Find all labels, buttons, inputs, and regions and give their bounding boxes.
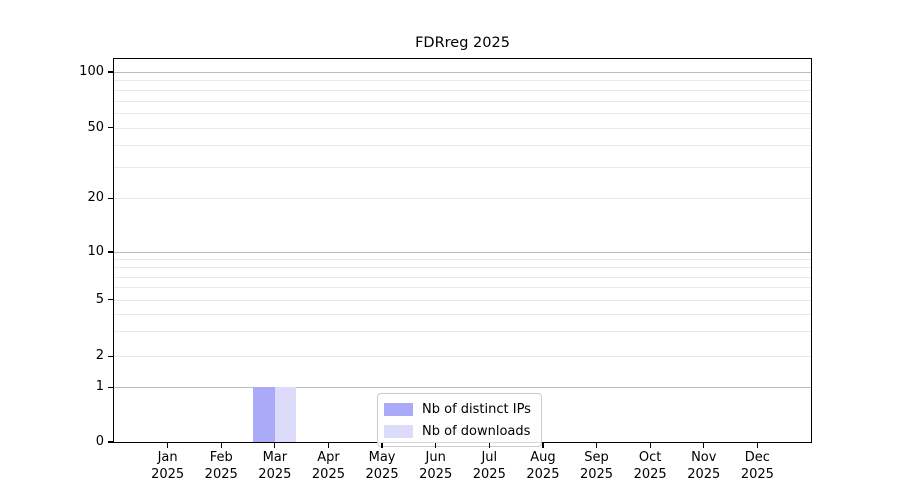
y-gridline-5 [114,299,811,301]
x-tick-label-jul: Jul 2025 [472,450,506,482]
x-tick-label-sep: Sep 2025 [579,450,614,482]
chart-title: FDRreg 2025 [415,35,510,51]
y-gridline-100 [114,71,811,73]
y-tick-mark [108,355,113,358]
y-gridline-1 [114,387,811,389]
x-tick-mark [756,443,758,448]
y-tick-label-100: 100 [79,64,104,80]
x-tick-label-apr: Apr 2025 [311,450,345,482]
legend-item-downloads: Nb of downloads [384,421,531,441]
y-tick-label-10: 10 [87,244,104,260]
y-tick-label-1: 1 [95,379,104,395]
y-tick-mark [108,197,113,199]
y-tick-label-50: 50 [87,119,104,135]
y-gridline-4 [114,313,811,315]
x-tick-mark [167,443,169,448]
x-tick-label-feb: Feb 2025 [204,450,238,482]
legend-label-distinct-ips: Nb of distinct IPs [422,401,531,417]
y-gridline-50 [114,127,811,129]
y-gridline-3 [114,331,811,333]
x-tick-mark [595,443,598,448]
x-tick-label-jan: Jan 2025 [151,450,185,482]
x-tick-mark [542,443,544,448]
legend-swatch-downloads [384,424,413,438]
x-tick-mark [703,443,705,448]
legend: Nb of distinct IPs Nb of downloads [377,393,542,447]
y-gridline-20 [114,198,811,200]
y-gridline-2 [114,356,811,358]
y-tick-label-2: 2 [95,348,104,364]
legend-item-distinct-ips: Nb of distinct IPs [384,399,531,419]
y-tick-mark [108,251,113,253]
bar-distinct-ips-mar [253,387,275,442]
y-tick-label-5: 5 [95,291,104,307]
y-gridline-8 [114,267,811,269]
x-tick-label-dec: Dec 2025 [740,450,774,482]
y-gridline-7 [114,276,811,278]
plot-area: Nb of distinct IPs Nb of downloads [113,58,812,447]
x-tick-mark [649,443,651,448]
y-gridline-90 [114,80,811,82]
x-tick-mark [327,443,330,448]
y-gridline-30 [114,167,811,168]
y-gridline-9 [114,259,811,261]
y-tick-mark [108,127,113,129]
x-tick-label-mar: Mar 2025 [258,450,292,482]
x-tick-label-nov: Nov 2025 [687,450,721,482]
y-gridline-80 [114,89,811,91]
x-tick-label-aug: Aug 2025 [526,450,560,482]
x-tick-mark [381,443,383,448]
y-gridline-6 [114,287,811,289]
y-gridline-40 [114,144,811,146]
legend-swatch-distinct-ips [384,402,413,416]
x-tick-label-may: May 2025 [365,450,399,482]
bar-downloads-mar [274,387,297,442]
y-tick-mark [108,299,113,301]
y-tick-mark [108,386,113,388]
x-tick-mark [488,443,490,448]
y-gridline-70 [114,100,811,102]
y-tick-mark [108,441,113,443]
x-tick-label-oct: Oct 2025 [633,450,667,482]
y-gridline-60 [114,112,811,114]
y-gridline-10 [114,251,811,253]
x-tick-label-jun: Jun 2025 [419,450,453,482]
y-tick-label-0: 0 [95,434,104,450]
legend-label-downloads: Nb of downloads [422,423,531,439]
x-tick-mark [274,443,276,448]
y-tick-label-20: 20 [87,190,104,206]
x-tick-mark [220,443,222,448]
x-tick-mark [435,443,437,448]
y-tick-mark [108,71,113,73]
